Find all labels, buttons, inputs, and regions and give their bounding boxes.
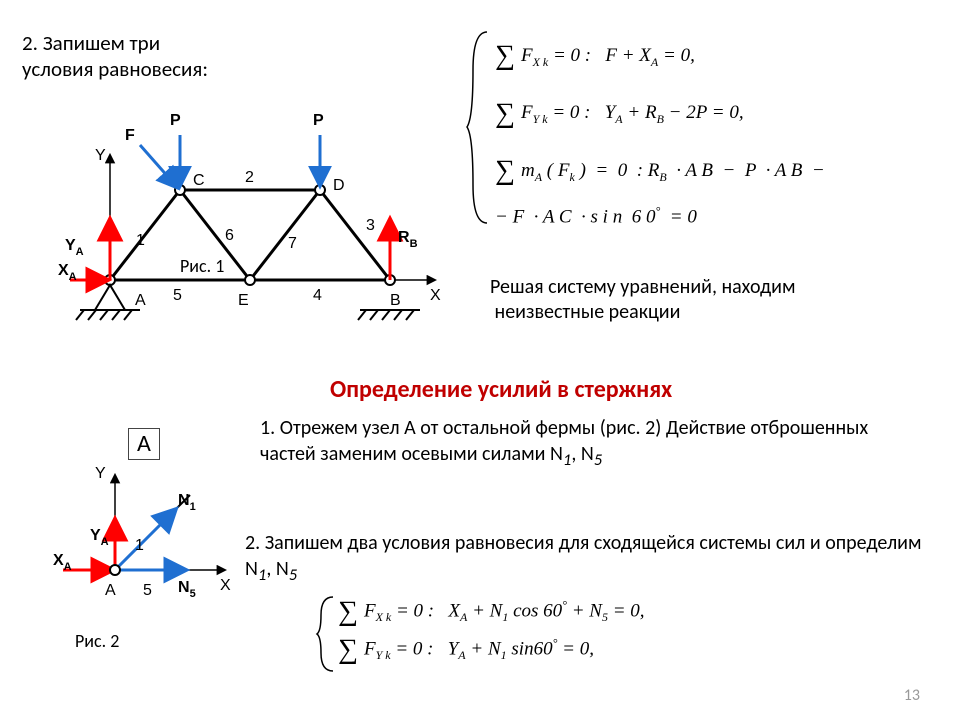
svg-text:B: B: [390, 292, 401, 309]
eq2-row2: ∑ FY k = 0 : YA + N1 sin60° = 0,: [338, 634, 645, 666]
svg-text:P: P: [170, 112, 181, 129]
svg-text:C: C: [193, 172, 205, 189]
joint-a: [110, 565, 120, 575]
svg-text:1: 1: [136, 232, 145, 249]
svg-text:RB: RB: [398, 229, 418, 250]
svg-text:4: 4: [313, 287, 322, 304]
svg-text:P: P: [313, 112, 324, 129]
svg-text:5: 5: [173, 287, 182, 304]
step1-nodeA-text: 1. Отрежем узел А от остальной фермы (ри…: [260, 415, 920, 472]
svg-text:7: 7: [288, 235, 297, 252]
step2-nodeA-text: 2. Запишем два условия равновесия для сх…: [245, 530, 935, 587]
solve-note-l1: Решая систему уравнений, находим: [490, 275, 796, 299]
svg-text:Y: Y: [95, 147, 106, 164]
eq1-row1: ∑ FX k = 0 : F + XA = 0,: [495, 32, 825, 80]
svg-text:D: D: [333, 177, 345, 194]
brace-eq2: [315, 595, 337, 673]
eq1-row4: − F · A C · s i n 6 0° = 0: [495, 201, 825, 234]
page-number: 13: [904, 686, 920, 705]
svg-text:XA: XA: [53, 552, 72, 573]
fig1-caption: Рис. 1: [180, 255, 224, 277]
svg-text:N5: N5: [178, 579, 196, 600]
svg-text:A: A: [105, 582, 116, 599]
fig1-svg: A B E C D X Y 1 2 3 4 5 6 7 F P P YA XA RB: [40, 100, 450, 360]
support-a: [76, 285, 140, 320]
svg-text:X: X: [220, 577, 231, 594]
svg-text:A: A: [135, 292, 146, 309]
eq2-row1: ∑ FX k = 0 : XA + N1 cos 60° + N5 = 0,: [338, 596, 645, 628]
fig2-force-names: N1 N5 YA XA: [53, 492, 196, 600]
svg-text:2: 2: [245, 169, 254, 186]
force-names: F P P YA XA RB: [58, 112, 418, 283]
eq1-row2: ∑ FY k = 0 : YA + RB − 2P = 0,: [495, 90, 825, 138]
section-title: Определение усилий в стержнях: [330, 375, 672, 404]
svg-text:YA: YA: [90, 527, 109, 548]
truss-bars: [110, 190, 390, 280]
svg-text:XA: XA: [58, 262, 77, 283]
svg-text:F: F: [125, 127, 135, 144]
fig2-caption: Рис. 2: [75, 630, 119, 652]
solve-note: Решая систему уравнений, находим неизвес…: [490, 275, 796, 325]
fig2-svg: Y X A 5 1 N1 N5 YA XA: [35, 420, 245, 620]
step2-line1: 2. Запишем три: [22, 30, 160, 56]
support-b: [358, 310, 420, 320]
svg-text:1: 1: [135, 537, 144, 554]
truss-joints: [105, 185, 395, 285]
svg-text:YA: YA: [65, 237, 84, 258]
equilibrium-equations-1: ∑ FX k = 0 : F + XA = 0, ∑ FY k = 0 : YA…: [495, 32, 825, 243]
svg-text:Y: Y: [95, 465, 106, 482]
svg-text:3: 3: [366, 217, 375, 234]
svg-text:X: X: [430, 287, 441, 304]
applied-loads: [140, 135, 320, 187]
step2-title: 2. Запишем три условия равновесия:: [22, 30, 208, 83]
n1-force: [115, 510, 175, 570]
step2-line2: условия равновесия:: [22, 56, 208, 82]
svg-text:5: 5: [143, 582, 152, 599]
svg-text:6: 6: [225, 227, 234, 244]
equilibrium-equations-2: ∑ FX k = 0 : XA + N1 cos 60° + N5 = 0, ∑…: [338, 596, 645, 672]
eq1-row3: ∑ mA ( Fk ) = 0 : RB · A B − P · A B −: [495, 147, 825, 195]
svg-text:E: E: [238, 292, 249, 309]
brace-eq1: [465, 30, 495, 225]
truss-diagram-fig1: A B E C D X Y 1 2 3 4 5 6 7 F P P YA XA RB: [40, 100, 450, 370]
svg-text:N1: N1: [178, 492, 196, 513]
node-a-diagram-fig2: Y X A 5 1 N1 N5 YA XA: [35, 420, 245, 650]
solve-note-l2: неизвестные реакции: [495, 300, 681, 324]
